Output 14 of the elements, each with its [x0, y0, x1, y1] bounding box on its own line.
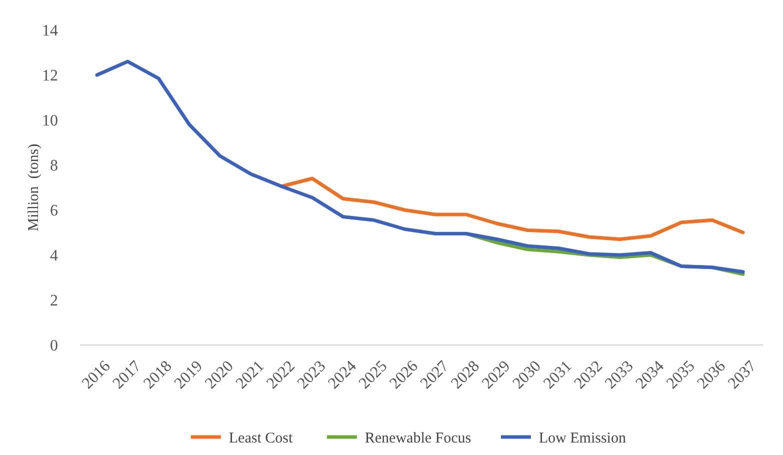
y-tick-label: 4	[50, 248, 58, 265]
y-tick-label: 6	[50, 202, 58, 220]
y-tick-label: 0	[50, 338, 58, 355]
y-tick-label: 8	[50, 158, 58, 175]
line-series	[95, 60, 745, 274]
y-axis-title: Million (tons)	[26, 144, 42, 232]
legend-label: Least Cost	[228, 430, 294, 446]
y-tick-label: 14	[42, 22, 58, 40]
y-tick-label: 10	[42, 112, 58, 130]
line-series	[280, 176, 745, 241]
y-tick-label: 2	[50, 292, 58, 310]
y-tick-label: 12	[42, 68, 58, 85]
legend-label: Low Emission	[538, 430, 626, 446]
legend-label: Renewable Focus	[364, 430, 472, 446]
